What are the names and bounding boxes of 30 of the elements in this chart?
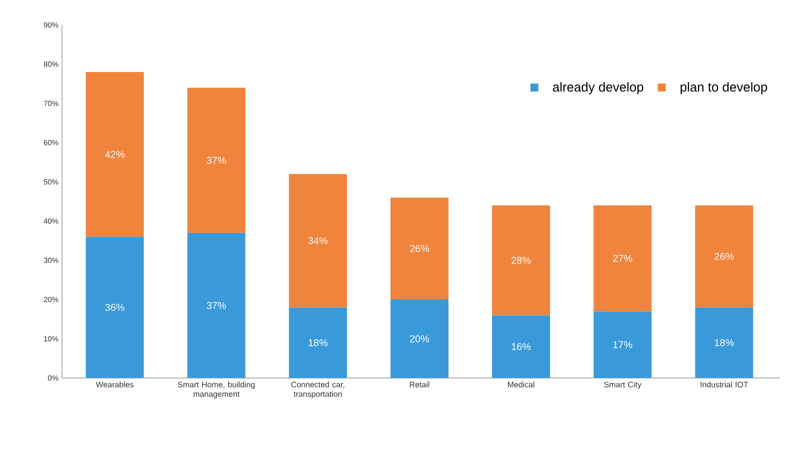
bar bbox=[86, 72, 144, 237]
bar bbox=[288, 307, 347, 378]
data-label: 18% bbox=[714, 339, 734, 346]
legend-label: plan to develop bbox=[680, 82, 768, 94]
data-label: 28% bbox=[512, 256, 531, 264]
data-label: 17% bbox=[613, 341, 632, 348]
bar bbox=[288, 174, 347, 308]
bar bbox=[390, 300, 448, 378]
data-label: 26% bbox=[714, 252, 734, 260]
data-label: 20% bbox=[410, 335, 430, 342]
bar bbox=[492, 315, 550, 378]
data-label: 34% bbox=[308, 237, 328, 244]
data-label: 26% bbox=[410, 245, 430, 252]
data-label: 37% bbox=[206, 302, 226, 309]
data-label: 16% bbox=[512, 343, 531, 350]
bar bbox=[390, 198, 448, 300]
data-label: 37% bbox=[206, 156, 226, 164]
data-label: 36% bbox=[105, 304, 124, 311]
bar bbox=[594, 311, 652, 378]
bar bbox=[695, 205, 754, 308]
data-label: 18% bbox=[308, 339, 328, 346]
bar bbox=[187, 232, 246, 378]
bar bbox=[187, 88, 246, 233]
bar bbox=[86, 236, 144, 378]
data-label: 27% bbox=[613, 254, 632, 262]
legend-label: already develop bbox=[552, 82, 644, 94]
bar bbox=[492, 205, 550, 316]
bar bbox=[695, 307, 754, 378]
bar bbox=[594, 205, 652, 312]
data-label: 42% bbox=[105, 150, 124, 158]
